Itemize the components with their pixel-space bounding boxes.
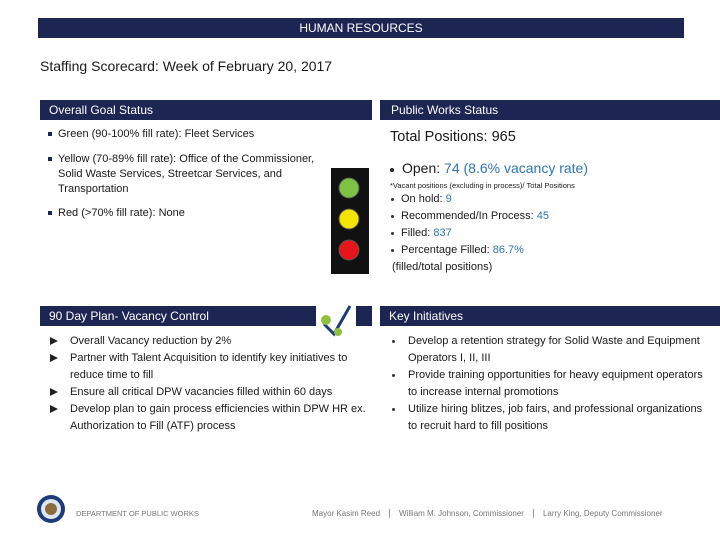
traffic-light <box>331 168 369 274</box>
total-value: 965 <box>491 129 516 145</box>
status-value: 9 <box>445 193 452 205</box>
status-label: On hold: <box>401 193 443 205</box>
section-heading: Public Works Status <box>380 100 720 120</box>
officials: Mayor Kasim Reed William M. Johnson, Comm… <box>312 509 663 519</box>
goal-text: Fleet Services <box>184 128 255 140</box>
open-label: Open: <box>402 160 441 176</box>
status-list: On hold: 9 Recommended/In Process: 45 Fi… <box>390 191 549 276</box>
status-item: Percentage Filled: 86.7% <box>390 242 549 259</box>
official: Larry King, Deputy Commissioner <box>542 509 663 518</box>
department: DEPARTMENT OF PUBLIC WORKS <box>76 509 199 518</box>
status-label: Percentage Filled: <box>401 244 490 256</box>
official: William M. Johnson, Commissioner <box>399 509 524 518</box>
status-item: Filled: 837 <box>390 225 549 242</box>
goal-label: Green (90-100% fill rate): <box>58 128 182 140</box>
initiative-item: Utilize hiring blitzes, job fairs, and p… <box>386 401 711 435</box>
goal-label: Yellow (70-89% fill rate): <box>58 153 177 165</box>
open-value: 74 (8.6% vacancy rate) <box>444 160 588 176</box>
title: Staffing Scorecard: Week of February 20,… <box>40 58 333 74</box>
plan-item: Partner with Talent Acquisition to ident… <box>48 350 366 384</box>
status-item: On hold: 9 <box>390 191 549 208</box>
goal-item: Green (90-100% fill rate): Fleet Service… <box>48 127 348 142</box>
logo <box>37 495 65 523</box>
note: *Vacant positions (excluding in process)… <box>390 181 575 190</box>
goal-item: Yellow (70-89% fill rate): Office of the… <box>48 152 332 197</box>
plan-item: Overall Vacancy reduction by 2% <box>48 333 366 350</box>
total-label: Total Positions: <box>390 129 488 145</box>
goal-label: Red (>70% fill rate): <box>58 207 156 219</box>
section-heading: Key Initiatives <box>380 306 720 326</box>
status-value: 86.7% <box>492 244 524 256</box>
initiative-list: Develop a retention strategy for Solid W… <box>386 333 711 435</box>
plan-item: Ensure all critical DPW vacancies filled… <box>48 384 366 401</box>
official: Mayor Kasim Reed <box>312 509 381 518</box>
status-label: Filled: <box>401 227 431 239</box>
status-value: 45 <box>536 210 549 222</box>
goal-item: Red (>70% fill rate): None <box>48 206 348 221</box>
goal-text: None <box>158 207 185 219</box>
goal-text: Office of the Commissioner, Solid Waste … <box>58 153 315 195</box>
status-item: Recommended/In Process: 45 <box>390 208 549 225</box>
banner: HUMAN RESOURCES <box>38 18 684 38</box>
section-heading: 90 Day Plan- Vacancy Control <box>40 306 372 326</box>
total-positions: Total Positions: 965 <box>390 129 516 145</box>
initiative-item: Develop a retention strategy for Solid W… <box>386 333 711 367</box>
section-heading: Overall Goal Status <box>40 100 372 120</box>
footnote: (filled/total positions) <box>392 261 493 273</box>
status-value: 837 <box>433 227 452 239</box>
initiative-item: Provide training opportunities for heavy… <box>386 367 711 401</box>
open-positions: Open: 74 (8.6% vacancy rate) <box>390 160 588 176</box>
plan-item: Develop plan to gain process efficiencie… <box>48 401 366 435</box>
plan-list: Overall Vacancy reduction by 2% Partner … <box>48 333 366 435</box>
status-label: Recommended/In Process: <box>401 210 534 222</box>
plan-icon <box>316 302 356 338</box>
